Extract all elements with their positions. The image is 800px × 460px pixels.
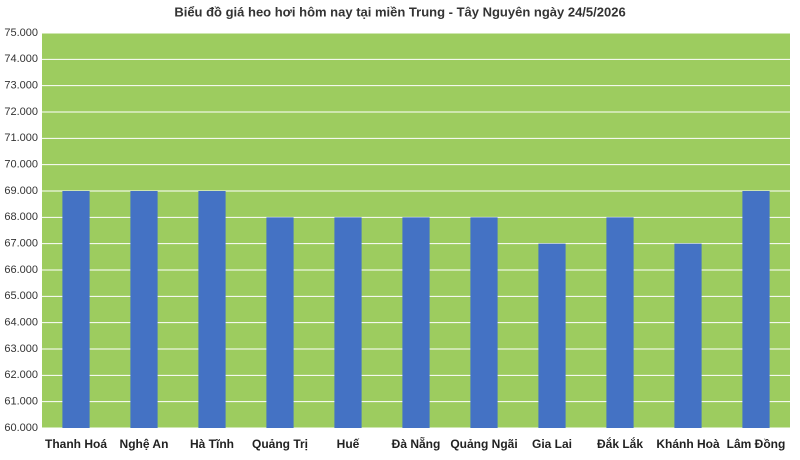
y-tick-label: 66.000: [4, 264, 38, 276]
x-tick-label: Hà Tĩnh: [190, 437, 234, 451]
x-tick-label: Đắk Lắk: [597, 436, 643, 451]
bar: [334, 217, 362, 428]
x-tick-label: Thanh Hoá: [45, 437, 107, 451]
bar: [130, 191, 158, 428]
bar: [62, 191, 90, 428]
y-tick-label: 61.000: [4, 396, 38, 408]
y-tick-label: 68.000: [4, 211, 38, 223]
y-tick-label: 65.000: [4, 290, 38, 302]
y-tick-label: 62.000: [4, 369, 38, 381]
y-tick-label: 71.000: [4, 132, 38, 144]
bar: [742, 191, 770, 428]
bar: [402, 217, 430, 428]
x-tick-label: Gia Lai: [532, 437, 572, 451]
y-tick-label: 72.000: [4, 106, 38, 118]
bar: [674, 243, 702, 428]
bar: [606, 217, 634, 428]
x-tick-label: Huế: [337, 437, 360, 451]
x-tick-label: Nghệ An: [120, 437, 169, 451]
x-tick-label: Quảng Ngãi: [450, 437, 517, 451]
y-tick-label: 70.000: [4, 159, 38, 171]
x-tick-label: Khánh Hoà: [656, 437, 720, 451]
chart-title: Biểu đồ giá heo hơi hôm nay tại miền Tru…: [174, 4, 625, 19]
y-tick-label: 67.000: [4, 238, 38, 250]
bar: [266, 217, 294, 428]
bar: [538, 243, 566, 428]
y-tick-label: 74.000: [4, 53, 38, 65]
bar: [198, 191, 226, 428]
bar: [470, 217, 498, 428]
x-tick-label: Đà Nẵng: [392, 436, 441, 451]
x-tick-label: Lâm Đồng: [727, 437, 786, 451]
x-tick-label: Quảng Trị: [252, 437, 308, 451]
y-tick-label: 75.000: [4, 27, 38, 39]
y-tick-label: 73.000: [4, 80, 38, 92]
y-tick-label: 63.000: [4, 343, 38, 355]
y-tick-label: 60.000: [4, 422, 38, 434]
y-tick-label: 69.000: [4, 185, 38, 197]
y-tick-label: 64.000: [4, 317, 38, 329]
